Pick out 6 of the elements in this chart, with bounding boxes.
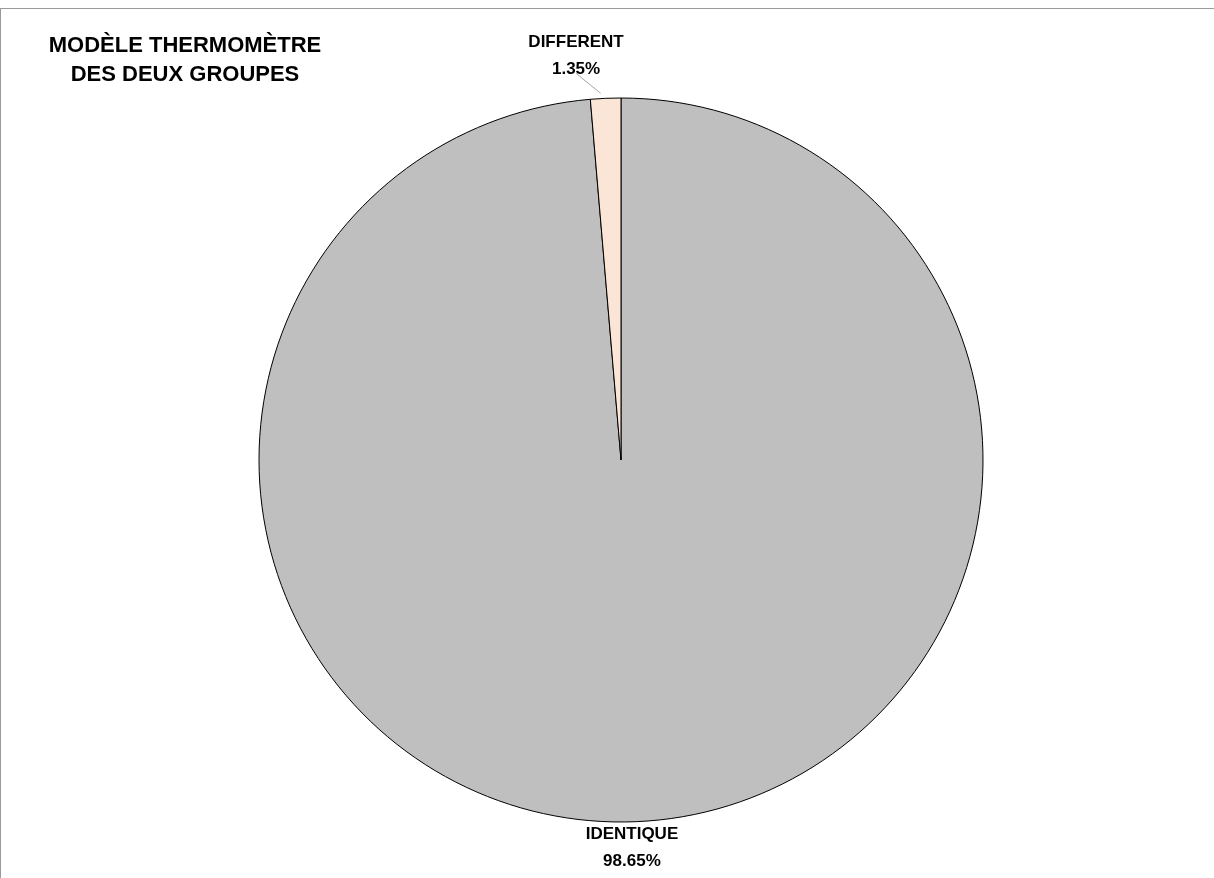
slice-label: DIFFERENT — [528, 32, 625, 52]
data-label: 1.35% — [551, 59, 601, 79]
text: MODÈLE THERMOMÈTRE DES DEUX GROUPES — [47, 31, 323, 88]
slice-label: IDENTIQUE — [585, 823, 679, 843]
data-label: 98.65% — [603, 850, 661, 870]
pie-slice — [259, 97, 984, 823]
